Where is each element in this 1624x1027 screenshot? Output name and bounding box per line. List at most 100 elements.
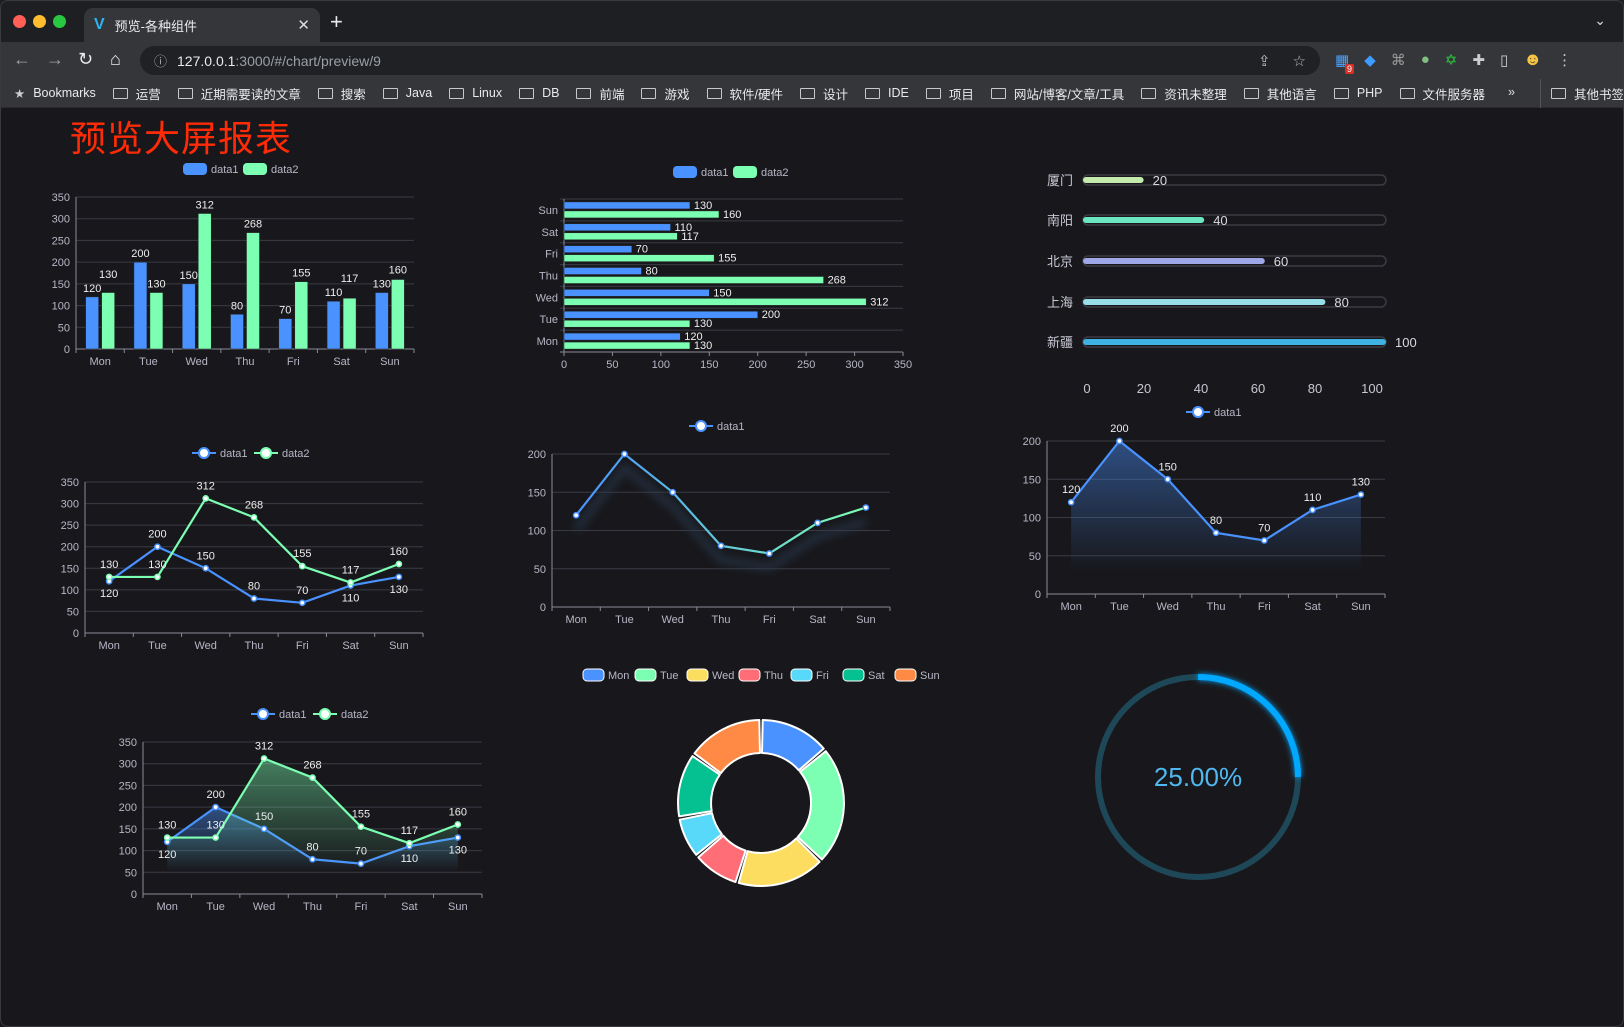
bookmark-folder[interactable]: Linux — [449, 84, 502, 103]
pie-slice-Sat[interactable] — [677, 755, 721, 818]
pie-slice-Thu[interactable] — [697, 834, 747, 883]
home-icon[interactable]: ⌂ — [110, 49, 121, 69]
extension-diamond-icon[interactable]: ◆ — [1364, 51, 1376, 69]
point-data1-Sun[interactable] — [395, 573, 403, 581]
point-data1-Fri[interactable] — [765, 550, 773, 557]
legend-item-Thu[interactable]: Thu — [738, 668, 783, 682]
legend-item-data2[interactable]: data2 — [243, 163, 299, 176]
bar-data2-Thu[interactable] — [246, 232, 260, 350]
bar-data2-Tue[interactable] — [149, 292, 164, 350]
progress-bar-上海[interactable] — [1083, 299, 1326, 305]
forward-arrow-icon[interactable]: → — [46, 49, 64, 69]
bar-data1-Sat[interactable] — [326, 300, 341, 350]
bar-data1-Sun[interactable] — [563, 201, 691, 210]
bookmark-folder[interactable]: 网站/博客/文章/工具 — [990, 84, 1124, 103]
pie-slice-Fri[interactable] — [678, 812, 723, 856]
new-tab-button[interactable]: + — [330, 9, 343, 34]
point-data1-Mon[interactable] — [572, 511, 580, 519]
point-data2-Wed[interactable] — [202, 495, 210, 502]
bar-data1-Mon[interactable] — [85, 296, 99, 350]
bar-data2-Tue[interactable] — [563, 319, 691, 328]
legend-item-Fri[interactable]: Fri — [790, 668, 829, 682]
point-data2-Thu[interactable] — [309, 774, 316, 781]
bookmarks-button[interactable]: ★ Bookmarks — [14, 86, 96, 101]
point-data2-Sat[interactable] — [347, 579, 354, 586]
bar-data1-Thu[interactable] — [230, 314, 244, 350]
pie-slice-Mon[interactable] — [761, 719, 825, 772]
point-data1-Wed[interactable] — [202, 564, 210, 572]
point-data1-Tue[interactable] — [621, 450, 628, 458]
point-data1-Fri[interactable] — [298, 599, 306, 607]
progress-bar-南阳[interactable] — [1083, 217, 1205, 223]
bookmark-folder[interactable]: 近期需要读的文章 — [177, 84, 301, 103]
point-data1-Wed[interactable] — [260, 825, 268, 833]
menu-kebab-icon[interactable]: ⋮ — [1557, 51, 1573, 69]
legend-item-data2[interactable]: data2 — [733, 166, 789, 179]
legend-item-Tue[interactable]: Tue — [634, 668, 679, 682]
profile-avatar[interactable]: ☻ — [1523, 49, 1543, 69]
legend-item-data1[interactable]: data1 — [192, 447, 248, 460]
extension-star-icon[interactable]: ✡ — [1444, 51, 1458, 69]
legend-item-Sun[interactable]: Sun — [894, 668, 940, 682]
minimize-window-button[interactable] — [33, 15, 46, 28]
maximize-window-button[interactable] — [53, 15, 66, 28]
point-data1-Sun[interactable] — [454, 834, 462, 841]
bar-data2-Sun[interactable] — [391, 279, 405, 350]
legend-item-data1[interactable]: data1 — [1186, 406, 1242, 419]
share-icon[interactable]: ⇪ — [1257, 52, 1271, 70]
point-data2-Fri[interactable] — [298, 562, 306, 570]
bookmark-star-icon[interactable]: ☆ — [1292, 52, 1306, 70]
bookmark-folder[interactable]: 软件/硬件 — [706, 84, 783, 103]
point-data2-Fri[interactable] — [357, 823, 365, 831]
bar-data2-Fri[interactable] — [563, 254, 715, 262]
back-arrow-icon[interactable]: ← — [13, 49, 31, 69]
pie-slice-Tue[interactable] — [796, 750, 845, 861]
point-data1-Sat[interactable] — [814, 519, 821, 527]
bookmark-folder[interactable]: PHP — [1333, 84, 1383, 103]
bar-data1-Sat[interactable] — [563, 223, 671, 232]
bookmark-folder[interactable]: 设计 — [799, 84, 848, 103]
point-data1-Sun[interactable] — [862, 504, 870, 511]
point-data1-Wed[interactable] — [669, 488, 677, 496]
point-data2-Sun[interactable] — [395, 560, 403, 568]
legend-item-Wed[interactable]: Wed — [686, 668, 734, 682]
progress-bar-厦门[interactable] — [1083, 177, 1144, 183]
point-data1-Tue[interactable] — [154, 543, 161, 551]
legend-item-data1[interactable]: data1 — [689, 420, 745, 433]
point-data2-Sat[interactable] — [406, 839, 413, 847]
legend-item-data1[interactable]: data1 — [673, 166, 729, 179]
bar-data1-Mon[interactable] — [563, 332, 681, 341]
legend-item-data1[interactable]: data1 — [251, 708, 307, 721]
bar-data2-Thu[interactable] — [563, 276, 824, 284]
legend-item-data1[interactable]: data1 — [183, 163, 239, 176]
bar-data2-Mon[interactable] — [101, 292, 115, 350]
site-info-icon[interactable]: ⓘ — [154, 54, 168, 69]
point-data2-Sun[interactable] — [454, 821, 462, 828]
close-tab-icon[interactable]: ✕ — [297, 17, 310, 34]
bookmark-folder[interactable]: Java — [382, 84, 432, 103]
point-data2-Mon[interactable] — [105, 573, 113, 581]
point-data2-Tue[interactable] — [212, 834, 219, 841]
bar-data1-Wed[interactable] — [181, 283, 196, 350]
bookmark-folder[interactable]: 运营 — [112, 84, 161, 103]
bar-data2-Wed[interactable] — [197, 213, 212, 350]
legend-item-data2[interactable]: data2 — [313, 708, 369, 721]
point-data1-Thu[interactable] — [1212, 529, 1220, 537]
side-panel-icon[interactable]: ▯ — [1499, 51, 1509, 69]
bar-data1-Fri[interactable] — [278, 318, 293, 350]
bar-data2-Sat[interactable] — [342, 297, 357, 350]
bar-data2-Sun[interactable] — [563, 210, 720, 219]
address-bar[interactable]: ⓘ 127.0.0.1 :3000/#/chart/preview/9 ⇪ ☆ — [140, 46, 1320, 75]
point-data1-Sun[interactable] — [1357, 491, 1365, 498]
point-data1-Thu[interactable] — [250, 595, 258, 602]
bar-data1-Wed[interactable] — [563, 289, 710, 297]
bookmark-folder[interactable]: DB — [519, 84, 559, 103]
extensions-puzzle-icon[interactable]: ✚ — [1472, 51, 1485, 69]
other-bookmarks-folder[interactable]: 其他书签 — [1540, 79, 1624, 108]
bar-data2-Sat[interactable] — [563, 232, 678, 241]
point-data2-Mon[interactable] — [163, 834, 171, 841]
progress-bar-北京[interactable] — [1083, 258, 1265, 264]
bar-data2-Wed[interactable] — [563, 298, 867, 306]
point-data1-Tue[interactable] — [212, 803, 219, 811]
tab-search-chevron-icon[interactable]: ⌄ — [1594, 12, 1606, 28]
